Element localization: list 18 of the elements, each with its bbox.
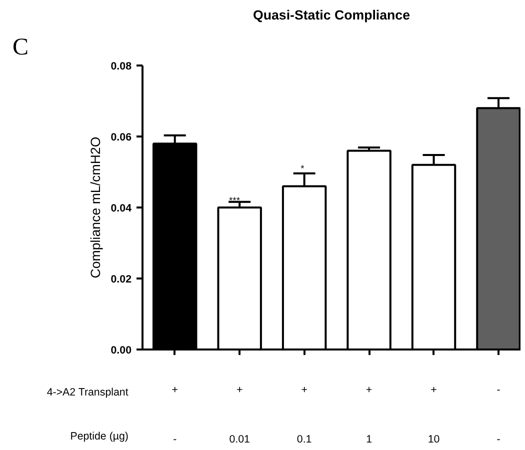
annotation: * [300, 164, 305, 174]
chart-title: Quasi-Static Compliance [252, 8, 410, 22]
y-tick-label: 0.00 [110, 344, 132, 356]
text: Peptide (µg) [70, 430, 129, 443]
y-tick-label: 0.06 [110, 132, 132, 144]
text: 4->A2 Transplant [46, 386, 128, 399]
category-label: + 0.01 [229, 384, 250, 446]
text: C [12, 34, 29, 60]
y-tick-label: 0.04 [110, 202, 132, 214]
category-label: + - [172, 384, 178, 446]
category-label: + 0.1 [296, 384, 312, 446]
category-label: - - [496, 384, 500, 446]
y-tick-label: 0.08 [110, 60, 132, 72]
annotation: *** [229, 196, 240, 206]
y-tick-label: 0.02 [110, 274, 132, 286]
y-axis-title: Compliance mL/cmH2O [88, 136, 103, 278]
category-label: + 10 [428, 384, 440, 446]
category-label: + 1 [366, 384, 372, 446]
